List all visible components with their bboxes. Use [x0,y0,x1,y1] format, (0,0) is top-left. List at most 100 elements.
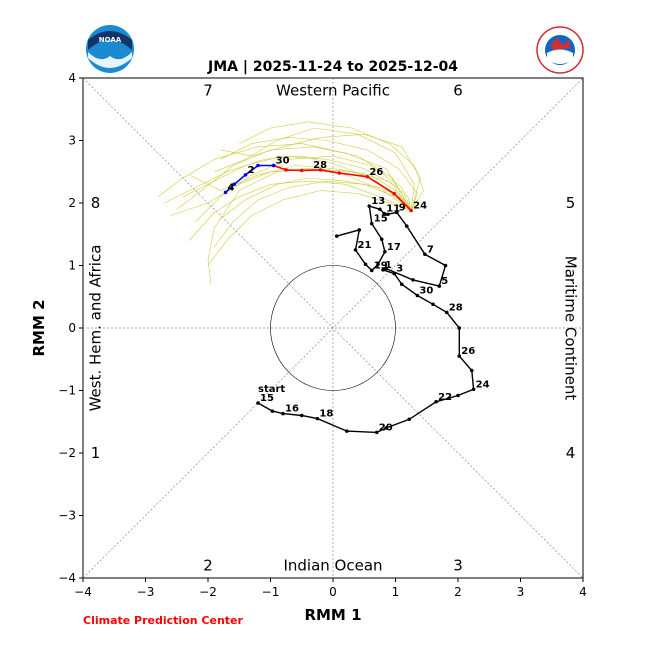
forecast-date-label: 4 [228,182,235,193]
observed-date-label: 5 [441,276,448,287]
observed-point [471,387,476,392]
phase-label: 5 [566,194,576,212]
observed-date-label: 30 [419,286,433,297]
forecast-mean-point [232,182,237,187]
y-tick-label: 1 [68,259,76,273]
x-tick-label: −4 [74,585,92,599]
observed-date-label: 22 [438,392,452,403]
phase-label: 6 [453,82,463,100]
forecast-date-label: 24 [413,201,427,212]
observed-point [386,212,390,217]
ensemble-member-line [189,180,412,241]
observed-point [353,248,358,252]
observed-point [270,409,275,413]
ensemble-member-line [220,137,418,211]
y-tick-label: 3 [68,134,76,148]
x-tick-label: −1 [262,585,280,599]
region-label-bottom: Indian Ocean [283,557,382,575]
observed-point [381,268,385,272]
ensemble-member-line [176,146,412,211]
observed-point [415,293,420,298]
observed-point [256,401,260,405]
observed-date-label: 28 [449,302,463,313]
region-label-top: Western Pacific [276,82,390,100]
observed-point [357,228,362,232]
observed-point [399,282,404,287]
observed-point [379,237,384,242]
observed-date-label: 19 [374,261,388,272]
ensemble-member-line [220,177,412,219]
observed-point [367,204,372,208]
y-tick-label: 0 [68,321,76,335]
observed-point [363,262,368,267]
phase-label: 8 [91,194,101,212]
x-tick-label: 3 [517,585,525,599]
forecast-date-label: 30 [276,156,290,167]
phase-label: 4 [566,444,576,462]
observed-date-label: 11 [386,204,400,215]
observed-date-label: 20 [379,422,393,433]
observed-point [456,393,460,398]
y-tick-label: −4 [58,571,76,585]
observed-date-label: 9 [399,202,406,213]
forecast-mean-line [273,164,412,212]
ensemble-member-line [220,133,421,211]
observed-point [434,399,438,404]
ensemble-member-line [207,190,412,266]
observed-point [369,221,374,226]
observed-date-label: 26 [461,346,475,357]
forecast-mean-point [256,163,260,168]
observed-date-label: 15 [260,393,274,404]
credit-text: Climate Prediction Center [83,614,243,627]
observed-point [344,429,349,433]
phase-label: 2 [203,557,213,575]
observed-point [411,278,415,282]
forecast-mean-point [409,208,413,213]
observed-point [378,207,382,212]
observed-date-label: 17 [387,242,401,253]
x-tick-label: 2 [454,585,462,599]
observed-point [315,416,320,421]
observed-point [374,430,379,435]
y-axis-label: RMM 2 [30,299,48,356]
observed-point [407,417,412,422]
chart-title: JMA | 2025-11-24 to 2025-12-04 [207,59,458,75]
observed-point [392,271,397,276]
phase-label: 1 [91,444,101,462]
observed-point [382,211,387,216]
y-tick-label: −1 [58,384,76,398]
observed-point [281,411,285,416]
nws-logo [536,26,584,74]
forecast-date-label: 26 [369,167,383,178]
observed-date-label: 1 [385,260,392,271]
x-tick-label: −3 [137,585,155,599]
forecast-mean-point [243,173,248,177]
plot-area: −4 −3 −2 −1 0 1 2 3 4 −4 −3 −2 −1 0 1 2 3 4 Western Pacifi… [58,71,587,599]
forecast-mean-point [337,171,342,175]
observed-date-label: 3 [396,264,403,275]
noaa-logo: NOAA [86,25,134,73]
forecast-mean-point [299,168,304,173]
observed-point [384,426,388,430]
forecast-mean-point [223,190,228,195]
observed-point [394,210,399,215]
observed-point [423,252,427,257]
ensemble-member-line [157,143,412,211]
observed-point [437,284,442,288]
observed-point [444,310,449,315]
observed-date-label: 21 [358,240,372,251]
observed-point [404,224,409,228]
observed-date-label: 15 [374,214,388,225]
observed-date-label: 13 [371,196,385,207]
forecast-mean-point [271,163,276,168]
y-tick-label: 2 [68,196,76,210]
unit-circle [270,265,396,391]
observed-point [443,263,448,268]
forecast-mean-point [365,174,370,179]
ensemble-member-line [214,180,412,247]
forecast-mean-point [392,191,397,196]
ensemble-member-line [189,165,412,211]
observed-point [376,262,380,267]
y-tick-label: −2 [58,446,76,460]
